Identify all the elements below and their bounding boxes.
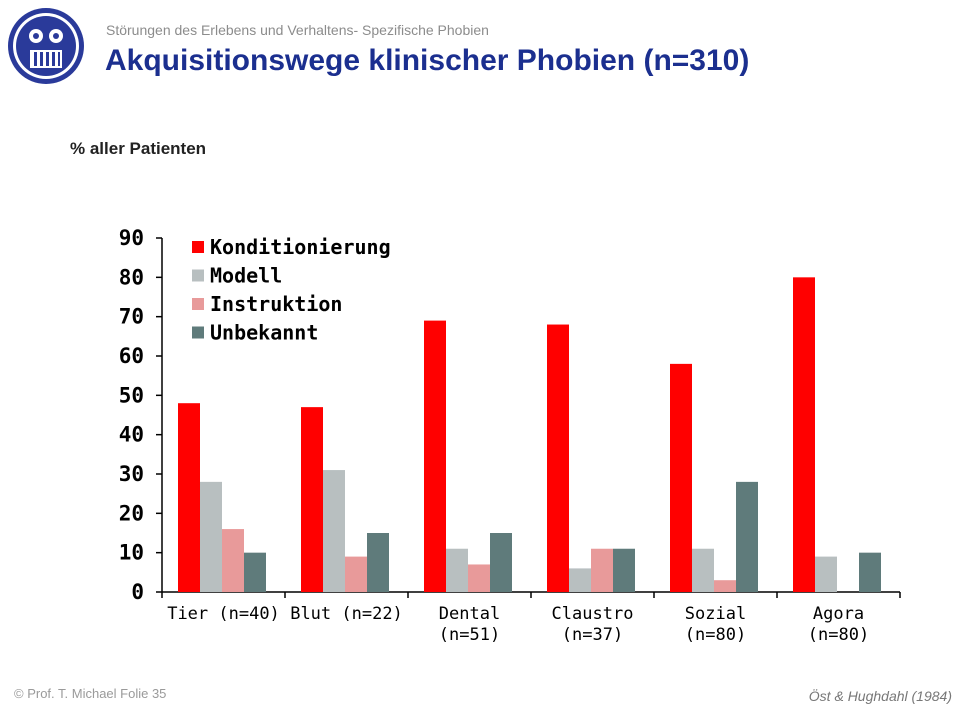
y-tick-label: 60 — [119, 344, 144, 368]
bar — [222, 529, 244, 592]
legend-swatch — [192, 269, 204, 282]
bar — [301, 407, 323, 592]
bar — [670, 363, 692, 592]
footer-copyright: © Prof. T. Michael Folie 35 — [14, 686, 167, 701]
x-tick-label: (n=51) — [439, 625, 500, 645]
bar — [424, 320, 446, 592]
legend-swatch — [192, 326, 204, 339]
x-tick-label: (n=80) — [685, 625, 746, 645]
y-tick-label: 40 — [119, 423, 144, 447]
x-tick-label: (n=80) — [808, 625, 869, 645]
bar — [736, 481, 758, 592]
x-tick-label: Tier (n=40) — [167, 604, 280, 624]
x-tick-label: Sozial — [685, 604, 746, 624]
bar — [200, 481, 222, 592]
bar — [345, 556, 367, 592]
bar — [547, 324, 569, 592]
y-tick-label: 10 — [119, 541, 144, 565]
legend-label: Unbekannt — [210, 321, 318, 345]
y-tick-label: 50 — [119, 383, 144, 407]
legend-label: Modell — [210, 264, 282, 288]
bar — [692, 548, 714, 592]
x-tick-label: Dental — [439, 604, 500, 624]
bar — [490, 533, 512, 592]
bar — [446, 548, 468, 592]
x-tick-label: Blut (n=22) — [290, 604, 403, 624]
bar — [569, 568, 591, 592]
slide-title: Akquisitionswege klinischer Phobien (n=3… — [105, 44, 750, 77]
y-tick-label: 90 — [119, 226, 144, 250]
bar — [367, 533, 389, 592]
bar — [815, 556, 837, 592]
y-tick-label: 80 — [119, 265, 144, 289]
footer-citation: Öst & Hughdahl (1984) — [808, 688, 952, 704]
bar — [793, 277, 815, 592]
slide-subtitle: Störungen des Erlebens und Verhaltens- S… — [106, 22, 489, 38]
x-tick-label: (n=37) — [562, 625, 623, 645]
bar — [714, 580, 736, 592]
university-seal-logo — [8, 8, 84, 84]
bar — [591, 548, 613, 592]
legend-swatch — [192, 298, 204, 310]
bar — [859, 552, 881, 592]
y-tick-label: 70 — [119, 305, 144, 329]
bar — [323, 470, 345, 592]
y-tick-label: 0 — [131, 580, 144, 604]
bar — [244, 552, 266, 592]
x-tick-label: Agora — [813, 604, 864, 624]
bar — [178, 403, 200, 592]
legend-label: Instruktion — [210, 292, 342, 316]
x-tick-label: Claustro — [552, 604, 634, 624]
legend-swatch — [192, 241, 204, 253]
bar — [613, 548, 635, 592]
bar — [468, 564, 490, 592]
y-tick-label: 20 — [119, 501, 144, 525]
legend-label: Konditionierung — [210, 235, 391, 259]
y-axis-label: % aller Patienten — [70, 139, 207, 158]
y-tick-label: 30 — [119, 462, 144, 486]
